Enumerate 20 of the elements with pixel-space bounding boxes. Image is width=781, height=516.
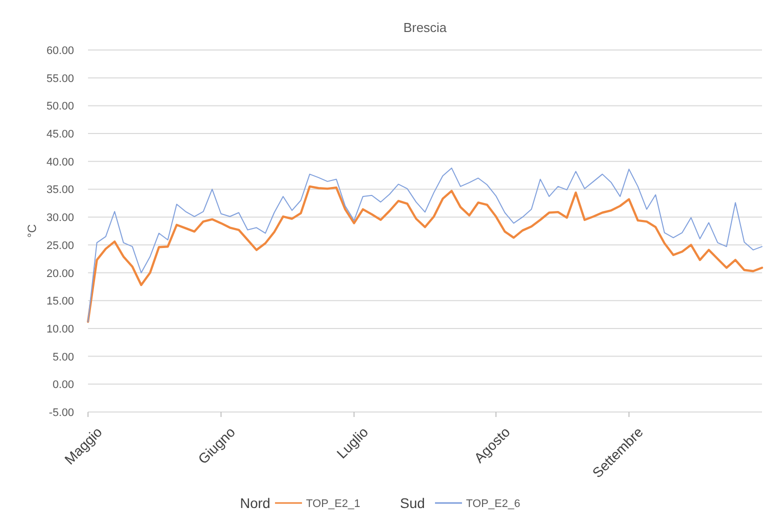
y-tick-label: 5.00 [52,351,74,364]
y-tick-label: 60.00 [46,45,74,57]
y-tick-label: -5.00 [48,407,74,419]
y-tick-label: 15.00 [46,296,74,308]
y-axis-title: °C [25,224,39,238]
y-tick-label: 0.00 [52,379,74,392]
y-tick-label: 40.00 [46,156,74,168]
legend-label: TOP_E2_6 [466,498,520,510]
chart-title: Brescia [403,20,448,35]
y-tick-label: 50.00 [46,100,74,113]
text: Sud [400,495,425,511]
y-tick-label: 55.00 [46,72,74,85]
y-tick-label: 10.00 [46,323,74,336]
legend-label: TOP_E2_1 [306,498,360,510]
y-tick-label: 25.00 [46,240,74,252]
y-tick-label: 45.00 [46,128,74,141]
y-tick-label: 20.00 [46,268,74,280]
y-tick-label: 35.00 [46,184,74,196]
y-tick-label: 30.00 [46,212,74,224]
text: Nord [240,495,270,511]
